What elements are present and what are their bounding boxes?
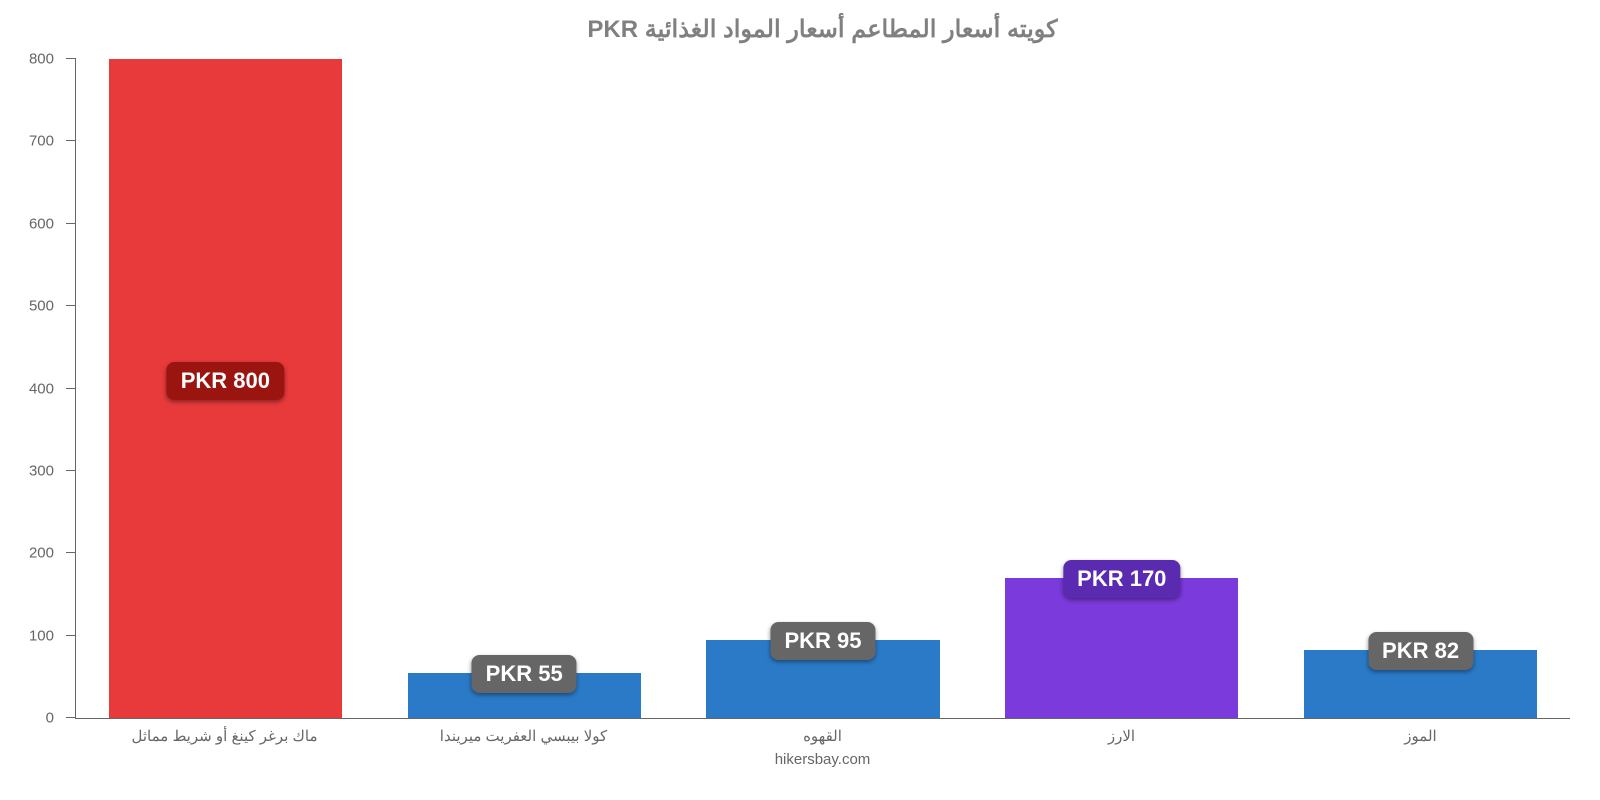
plot-area: PKR 800PKR 55PKR 95PKR 170PKR 82 0100200… — [75, 59, 1570, 719]
bar-slot: PKR 170 — [972, 59, 1271, 718]
y-tick-label: 800 — [16, 51, 66, 68]
y-tick — [66, 552, 76, 553]
bar-slot: PKR 82 — [1271, 59, 1570, 718]
value-badge: PKR 800 — [167, 362, 284, 400]
x-label: كولا بيبسي العفريت ميريندا — [374, 719, 673, 745]
x-label: الموز — [1271, 719, 1570, 745]
y-tick-label: 500 — [16, 298, 66, 315]
y-tick — [66, 388, 76, 389]
y-tick-label: 100 — [16, 627, 66, 644]
bar: PKR 800 — [109, 59, 342, 718]
bar: PKR 82 — [1304, 650, 1537, 718]
bars-row: PKR 800 PKR 55 PKR 95 PKR 170 PKR 82 — [76, 59, 1570, 718]
y-tick-label: 700 — [16, 133, 66, 150]
x-label: الارز — [972, 719, 1271, 745]
y-tick — [66, 58, 76, 59]
y-tick-label: 300 — [16, 462, 66, 479]
y-tick — [66, 140, 76, 141]
y-tick-label: 600 — [16, 215, 66, 232]
y-tick-label: 400 — [16, 380, 66, 397]
bar: PKR 95 — [706, 640, 939, 718]
bar: PKR 170 — [1005, 578, 1238, 718]
y-tick — [66, 470, 76, 471]
x-axis-labels: ماك برغر كينغ أو شريط مماثلكولا بيبسي ال… — [75, 719, 1570, 745]
y-tick-label: 200 — [16, 545, 66, 562]
bar-slot: PKR 55 — [375, 59, 674, 718]
x-label: القهوه — [673, 719, 972, 745]
y-tick — [66, 635, 76, 636]
bar-slot: PKR 95 — [674, 59, 973, 718]
chart-container: كويته أسعار المطاعم أسعار المواد الغذائي… — [0, 0, 1600, 800]
y-tick — [66, 305, 76, 306]
y-tick — [66, 717, 76, 718]
value-badge: PKR 95 — [770, 622, 875, 660]
value-badge: PKR 55 — [472, 655, 577, 693]
x-label: ماك برغر كينغ أو شريط مماثل — [75, 719, 374, 745]
value-badge: PKR 170 — [1063, 560, 1180, 598]
chart-title: كويته أسعار المطاعم أسعار المواد الغذائي… — [75, 15, 1570, 44]
y-tick-label: 0 — [16, 710, 66, 727]
y-tick — [66, 223, 76, 224]
value-badge: PKR 82 — [1368, 632, 1473, 670]
bar: PKR 55 — [408, 673, 641, 718]
bar-slot: PKR 800 — [76, 59, 375, 718]
chart-footer: hikersbay.com — [75, 751, 1570, 768]
